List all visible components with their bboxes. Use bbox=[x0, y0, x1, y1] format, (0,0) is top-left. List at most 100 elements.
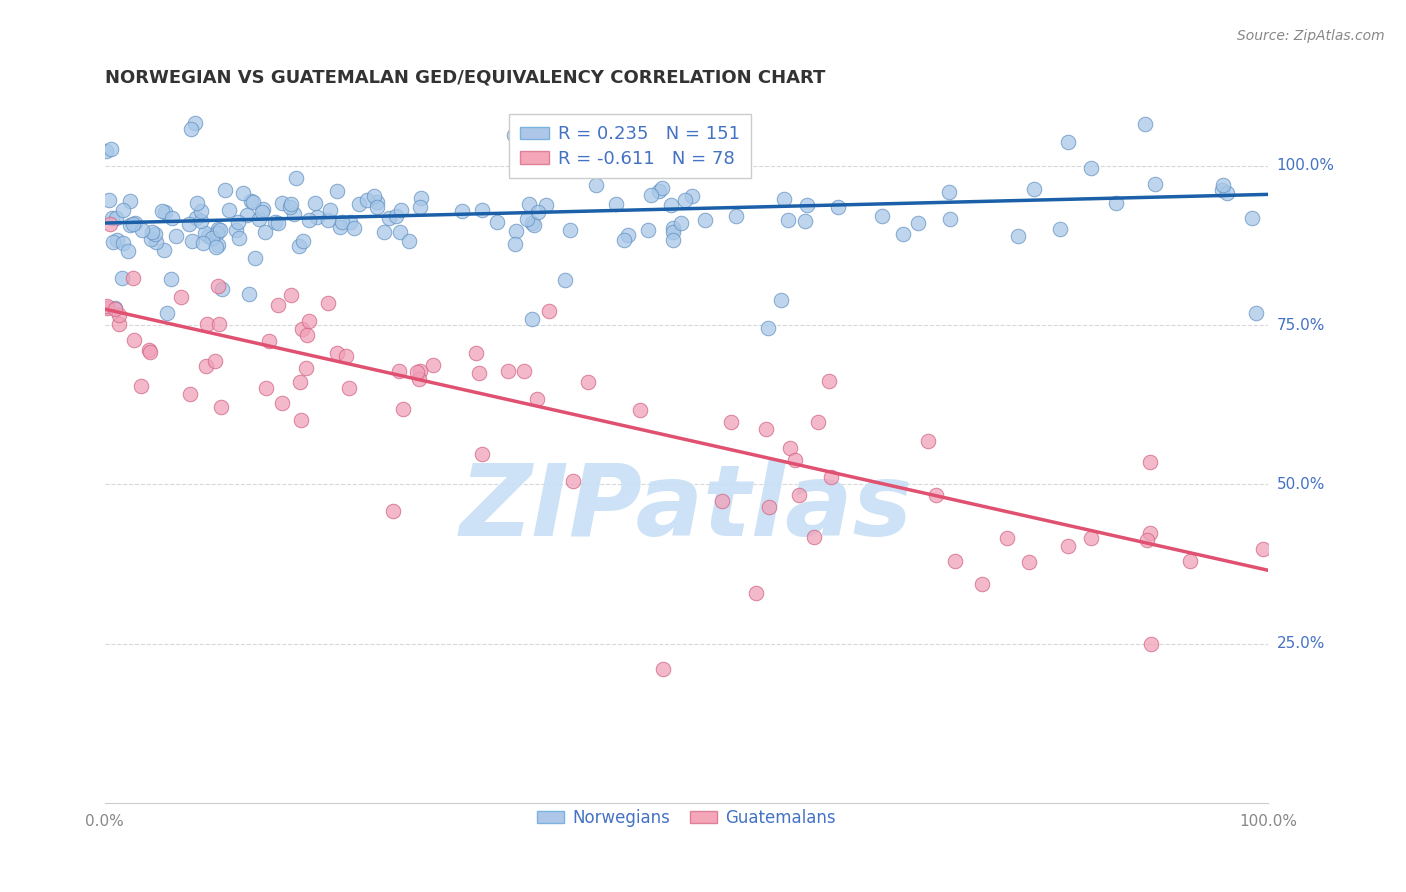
Point bbox=[97, 193, 120, 207]
Point bbox=[409, 364, 432, 378]
Point bbox=[807, 415, 830, 429]
Point bbox=[505, 224, 527, 238]
Point bbox=[637, 223, 659, 237]
Text: NORWEGIAN VS GUATEMALAN GED/EQUIVALENCY CORRELATION CHART: NORWEGIAN VS GUATEMALAN GED/EQUIVALENCY … bbox=[104, 69, 825, 87]
Point bbox=[520, 311, 543, 326]
Point bbox=[232, 186, 254, 200]
Point bbox=[526, 392, 548, 406]
Point bbox=[207, 238, 229, 252]
Point bbox=[112, 202, 135, 217]
Point bbox=[681, 189, 703, 203]
Point bbox=[503, 128, 526, 142]
Point bbox=[240, 194, 263, 208]
Point bbox=[382, 504, 405, 518]
Point bbox=[724, 210, 747, 224]
Point bbox=[779, 441, 801, 455]
Point bbox=[673, 193, 696, 207]
Point bbox=[117, 244, 139, 258]
Point bbox=[938, 186, 960, 200]
Point bbox=[155, 305, 177, 319]
Point bbox=[100, 142, 122, 156]
Point bbox=[180, 122, 202, 136]
Point bbox=[470, 202, 492, 217]
Point bbox=[1049, 221, 1071, 235]
Point bbox=[388, 364, 411, 378]
Point bbox=[1018, 555, 1040, 569]
Point bbox=[405, 365, 427, 379]
Point bbox=[190, 213, 212, 227]
Point bbox=[111, 271, 134, 285]
Point bbox=[278, 200, 301, 214]
Point bbox=[186, 195, 208, 210]
Point bbox=[496, 363, 519, 377]
Point bbox=[651, 180, 673, 194]
Point bbox=[471, 447, 494, 461]
Point bbox=[105, 233, 128, 247]
Point bbox=[197, 228, 219, 243]
Point bbox=[284, 171, 307, 186]
Point bbox=[1136, 533, 1159, 547]
Point bbox=[122, 270, 145, 285]
Point bbox=[907, 216, 929, 230]
Point bbox=[131, 223, 153, 237]
Point bbox=[143, 227, 166, 241]
Point bbox=[181, 235, 204, 249]
Point bbox=[366, 200, 388, 214]
Point bbox=[243, 251, 266, 265]
Point bbox=[304, 195, 326, 210]
Point bbox=[1211, 183, 1233, 197]
Point bbox=[253, 225, 276, 239]
Point bbox=[925, 487, 948, 501]
Point bbox=[939, 211, 962, 226]
Point bbox=[343, 221, 366, 235]
Point bbox=[373, 225, 395, 239]
Point bbox=[385, 209, 408, 223]
Text: ZIPatlas: ZIPatlas bbox=[460, 460, 912, 557]
Point bbox=[408, 372, 430, 386]
Point bbox=[1246, 305, 1268, 319]
Point bbox=[291, 234, 314, 248]
Text: 25.0%: 25.0% bbox=[1277, 636, 1324, 651]
Point bbox=[100, 211, 122, 226]
Point bbox=[329, 220, 352, 235]
Point bbox=[1240, 211, 1263, 225]
Point bbox=[288, 239, 311, 253]
Point bbox=[280, 197, 302, 211]
Point bbox=[769, 293, 792, 308]
Point bbox=[141, 226, 163, 240]
Point bbox=[503, 237, 526, 252]
Point bbox=[1105, 196, 1128, 211]
Point bbox=[652, 662, 675, 676]
Text: Source: ZipAtlas.com: Source: ZipAtlas.com bbox=[1237, 29, 1385, 43]
Point bbox=[252, 202, 274, 216]
Point bbox=[165, 229, 187, 244]
Point bbox=[242, 195, 264, 210]
Point bbox=[271, 396, 294, 410]
Point bbox=[1139, 455, 1161, 469]
Point bbox=[1133, 117, 1156, 131]
Point bbox=[693, 213, 716, 227]
Point bbox=[238, 287, 260, 301]
Point bbox=[205, 227, 228, 241]
Point bbox=[1144, 177, 1167, 191]
Point bbox=[585, 178, 607, 192]
Point bbox=[283, 207, 305, 221]
Point bbox=[562, 474, 585, 488]
Point bbox=[1139, 526, 1161, 541]
Point bbox=[118, 194, 141, 209]
Point bbox=[972, 576, 994, 591]
Point bbox=[662, 220, 685, 235]
Point bbox=[1180, 554, 1202, 568]
Point bbox=[776, 213, 799, 227]
Point bbox=[391, 401, 413, 416]
Point bbox=[658, 124, 681, 138]
Point bbox=[207, 279, 229, 293]
Point bbox=[98, 218, 121, 232]
Point bbox=[554, 273, 576, 287]
Point bbox=[820, 470, 842, 484]
Point bbox=[793, 214, 815, 228]
Point bbox=[211, 282, 233, 296]
Point bbox=[160, 272, 183, 286]
Point bbox=[145, 235, 167, 250]
Point bbox=[118, 219, 141, 233]
